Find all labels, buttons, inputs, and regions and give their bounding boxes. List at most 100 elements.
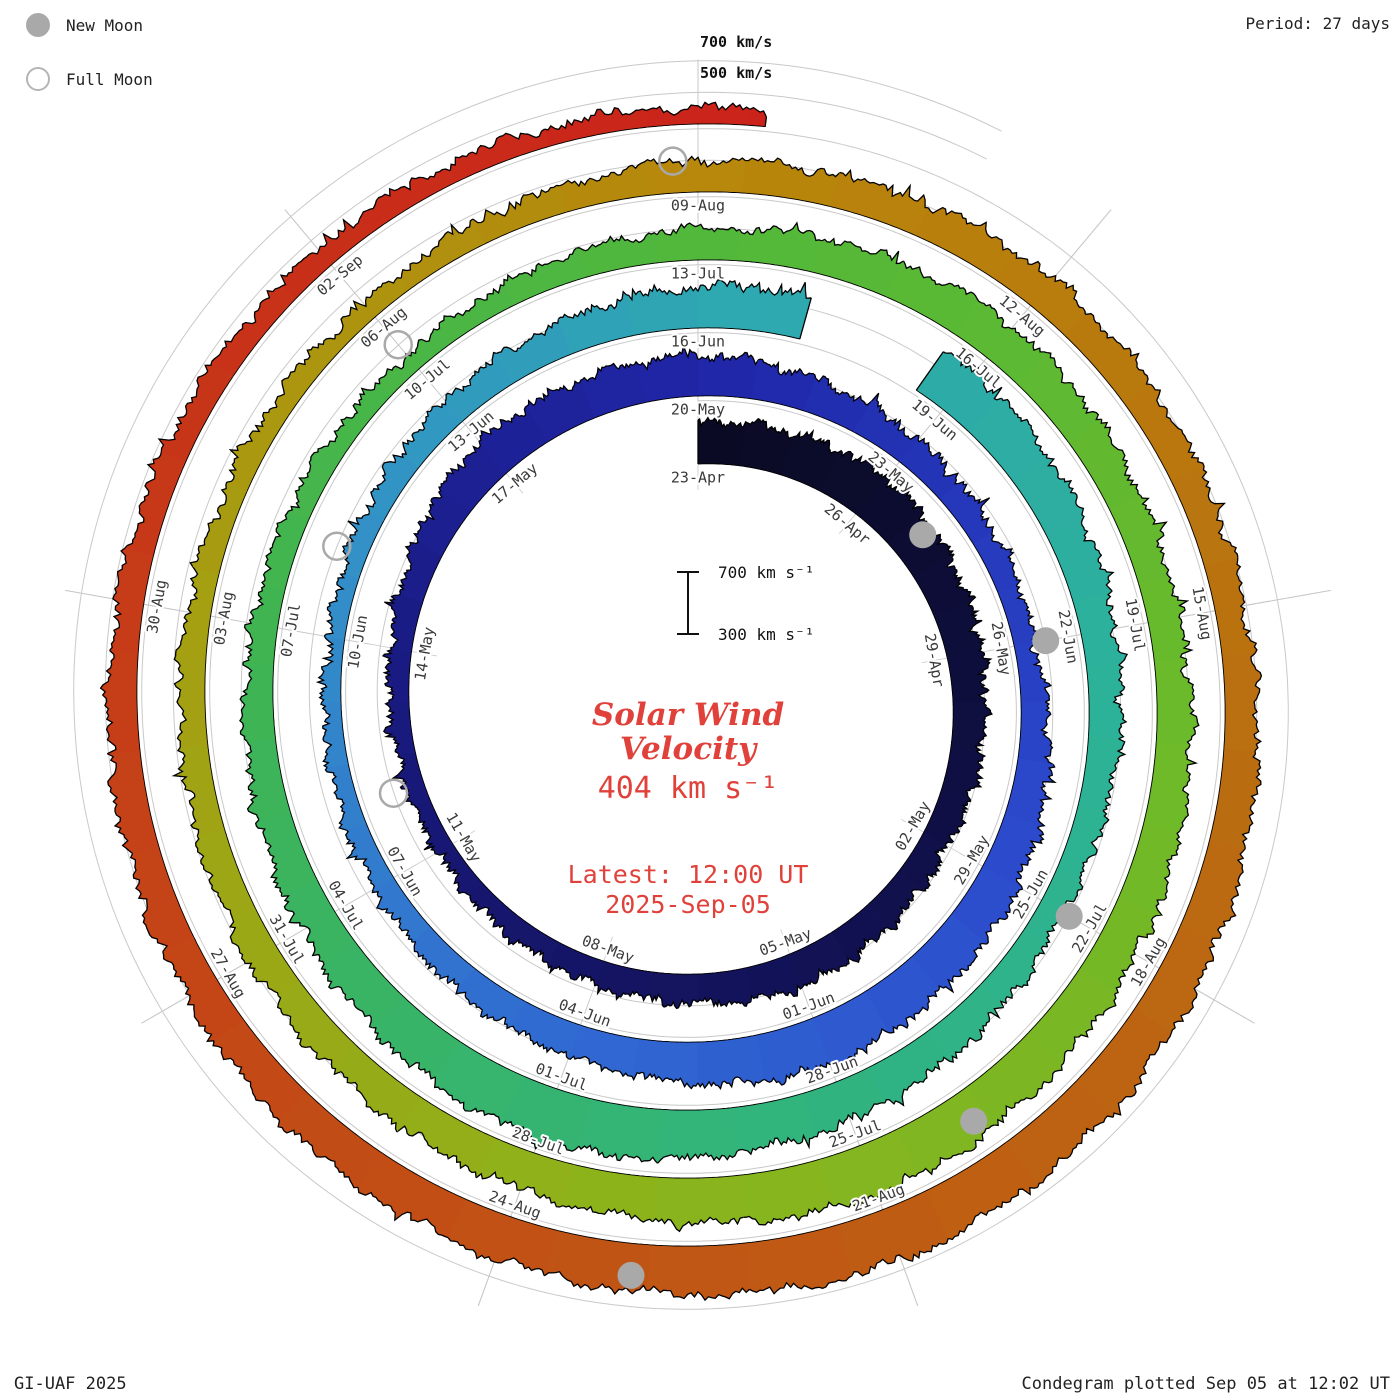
band-baseline <box>411 601 424 652</box>
band-outer-edge <box>839 168 929 209</box>
band-baseline <box>391 345 449 396</box>
band-baseline <box>1077 736 1089 804</box>
date-tick-label: 10-Jun <box>344 614 371 670</box>
band-outer-edge <box>580 360 639 382</box>
band-outer-edge <box>578 1144 659 1164</box>
band-baseline <box>697 463 740 467</box>
full-moon-marker <box>378 778 409 808</box>
band-outer-edge <box>974 701 993 752</box>
band-outer-edge <box>976 651 993 703</box>
full-moon-marker <box>658 146 688 176</box>
band-outer-edge <box>496 318 560 354</box>
band-baseline <box>344 395 392 455</box>
band-outer-edge <box>917 1124 995 1176</box>
band-baseline <box>886 296 956 335</box>
band-outer-edge <box>276 995 333 1069</box>
band-baseline <box>780 474 821 492</box>
band-outer-edge <box>887 889 924 931</box>
band-baseline <box>308 454 345 521</box>
velocity-band-segment <box>1004 758 1056 827</box>
band-outer-edge <box>1150 384 1205 467</box>
band-outer-edge <box>801 963 850 989</box>
band-baseline <box>193 936 245 1021</box>
band-baseline <box>913 577 935 617</box>
velocity-band-segment <box>437 284 514 346</box>
band-baseline <box>452 843 483 884</box>
band-outer-edge <box>1040 701 1054 766</box>
band-outer-edge <box>499 1120 580 1152</box>
band-outer-edge <box>638 343 699 371</box>
band-outer-edge <box>743 1201 834 1226</box>
band-baseline <box>950 701 954 747</box>
band-outer-edge <box>697 1076 765 1090</box>
band-baseline <box>1004 758 1019 814</box>
band-baseline <box>272 664 277 740</box>
band-baseline <box>1047 538 1074 602</box>
band-baseline <box>697 327 764 333</box>
band-baseline <box>819 490 857 515</box>
band-baseline <box>927 984 981 1032</box>
band-baseline <box>645 395 699 403</box>
band-outer-edge <box>372 1027 436 1080</box>
band-outer-edge <box>323 573 346 637</box>
velocity-band-segment <box>1203 557 1258 657</box>
velocity-band-segment <box>239 661 276 742</box>
band-baseline <box>1153 662 1158 743</box>
band-outer-edge <box>769 282 812 299</box>
band-outer-edge <box>1060 993 1117 1066</box>
band-baseline <box>255 908 300 982</box>
band-baseline <box>518 915 560 943</box>
band-baseline <box>482 882 519 917</box>
band-baseline <box>916 389 969 432</box>
band-outer-edge <box>1079 810 1110 881</box>
date-radial-tick <box>1189 590 1331 616</box>
band-outer-edge <box>884 1056 950 1107</box>
band-baseline <box>594 402 646 419</box>
band-outer-edge <box>244 741 260 821</box>
band-outer-edge <box>994 1065 1063 1127</box>
band-baseline <box>972 543 999 593</box>
band-outer-edge <box>99 650 117 755</box>
date-radial-tick <box>1136 954 1255 1024</box>
band-outer-edge <box>942 351 1003 401</box>
band-outer-edge <box>815 375 873 406</box>
band-baseline <box>820 1128 898 1160</box>
band-baseline <box>802 1067 869 1094</box>
band-baseline <box>523 1075 592 1100</box>
band-outer-edge <box>124 451 162 549</box>
new-moon-marker <box>960 1107 988 1135</box>
band-baseline <box>1138 583 1155 663</box>
band-baseline <box>1109 509 1140 585</box>
band-outer-edge <box>923 844 949 892</box>
band-baseline <box>923 790 942 833</box>
velocity-band-segment <box>212 1019 308 1121</box>
date-tick-label: 30-Aug <box>143 578 170 634</box>
band-outer-edge <box>543 1270 648 1295</box>
band-baseline <box>408 701 416 753</box>
band-baseline <box>246 415 290 492</box>
band-baseline <box>139 750 160 847</box>
date-tick-label: 03-Aug <box>210 590 237 646</box>
band-baseline <box>418 420 463 468</box>
band-baseline <box>484 211 567 245</box>
band-baseline <box>830 206 916 236</box>
band-outer-edge <box>107 753 133 855</box>
band-baseline <box>355 1044 422 1098</box>
band-outer-edge <box>449 128 545 171</box>
band-outer-edge <box>447 1237 545 1277</box>
band-outer-edge <box>503 247 577 286</box>
band-baseline <box>152 462 186 557</box>
band-outer-edge <box>965 750 987 802</box>
band-baseline <box>184 376 234 464</box>
band-baseline <box>340 701 349 764</box>
band-baseline <box>968 431 1014 482</box>
band-outer-edge <box>814 1102 886 1138</box>
band-outer-edge <box>378 328 438 384</box>
band-outer-edge <box>433 1076 502 1126</box>
band-baseline <box>1068 442 1111 511</box>
band-baseline <box>864 956 912 992</box>
velocity-band-segment <box>631 1038 699 1089</box>
band-baseline <box>853 431 900 463</box>
band-baseline <box>1076 1007 1136 1082</box>
band-outer-edge <box>948 1186 1038 1241</box>
